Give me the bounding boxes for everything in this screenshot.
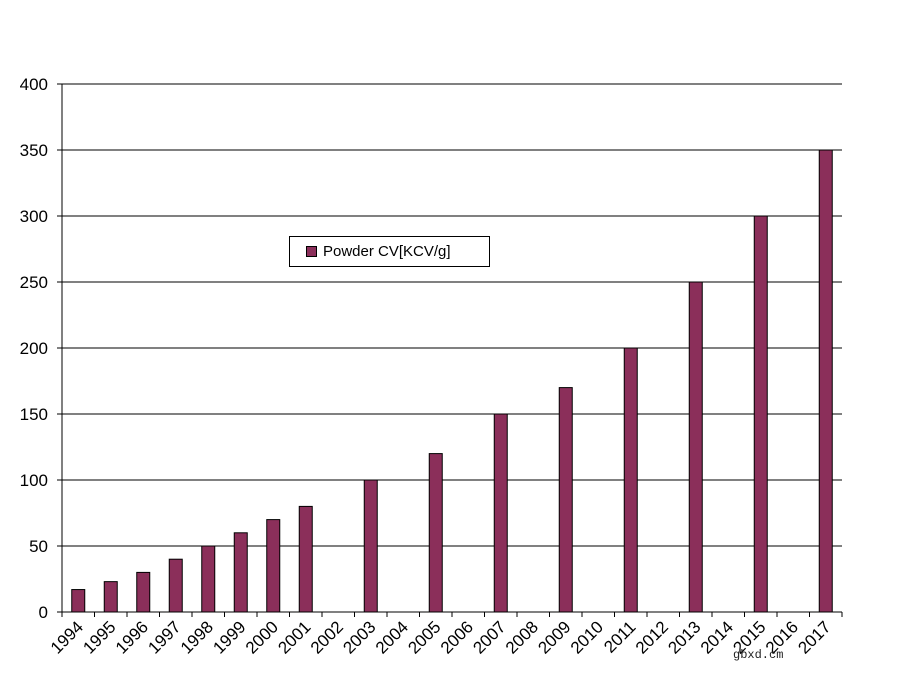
x-tick-label: 1994 — [47, 617, 87, 657]
y-tick-label: 0 — [39, 603, 48, 622]
bar — [753, 215, 768, 613]
x-tick-label: 2014 — [697, 617, 737, 657]
x-tick-label: 1996 — [112, 617, 152, 657]
bar — [201, 545, 216, 613]
x-tick-label: 2002 — [307, 617, 347, 657]
x-tick-label: 2006 — [437, 617, 477, 657]
y-tick-labels: 0 50 100 150 200 250 300 350 400 — [20, 75, 48, 622]
y-tick-label: 50 — [29, 537, 48, 556]
bar — [71, 589, 86, 613]
bar — [493, 413, 508, 613]
bar — [233, 532, 248, 613]
x-tick-label: 2013 — [664, 617, 704, 657]
y-tick-label: 150 — [20, 405, 48, 424]
bar — [103, 581, 118, 613]
gridlines — [57, 83, 842, 613]
x-tick-label: 2004 — [372, 617, 412, 657]
x-tick-label: 1995 — [79, 617, 119, 657]
y-tick-label: 200 — [20, 339, 48, 358]
y-tick-label: 350 — [20, 141, 48, 160]
watermark-text: gbxd.cm — [733, 648, 784, 662]
axes — [61, 84, 843, 617]
x-tick-label: 2010 — [567, 617, 607, 657]
x-tick-label: 2005 — [404, 617, 444, 657]
bar — [818, 149, 833, 613]
y-tick-label: 400 — [20, 75, 48, 94]
bar — [136, 571, 151, 613]
x-tick-label: 2012 — [632, 617, 672, 657]
x-tick-label: 2001 — [274, 617, 314, 657]
bar — [298, 505, 313, 613]
legend-label: Powder CV[KCV/g] — [323, 243, 451, 260]
x-tick-label: 2011 — [600, 617, 639, 656]
y-tick-label: 300 — [20, 207, 48, 226]
bar — [168, 558, 183, 613]
bar — [688, 281, 703, 613]
x-tick-label: 2017 — [794, 617, 834, 657]
x-tick-labels: 1994199519961997199819992000200120022003… — [47, 617, 835, 657]
bars — [71, 149, 833, 613]
x-tick-label: 1997 — [144, 617, 184, 657]
bar — [428, 453, 443, 613]
x-tick-label: 1999 — [209, 617, 249, 657]
bar — [558, 387, 573, 613]
legend: Powder CV[KCV/g] — [289, 236, 490, 267]
y-tick-label: 100 — [20, 471, 48, 490]
x-tick-label: 2000 — [242, 617, 282, 657]
bar — [623, 347, 638, 613]
x-tick-label: 2009 — [534, 617, 574, 657]
y-tick-label: 250 — [20, 273, 48, 292]
x-tick-label: 2007 — [469, 617, 509, 657]
x-tick-label: 2008 — [502, 617, 542, 657]
legend-swatch — [306, 246, 317, 257]
bar — [266, 519, 281, 613]
x-tick-label: 2003 — [339, 617, 379, 657]
x-tick-label: 1998 — [177, 617, 217, 657]
bar — [363, 479, 378, 613]
